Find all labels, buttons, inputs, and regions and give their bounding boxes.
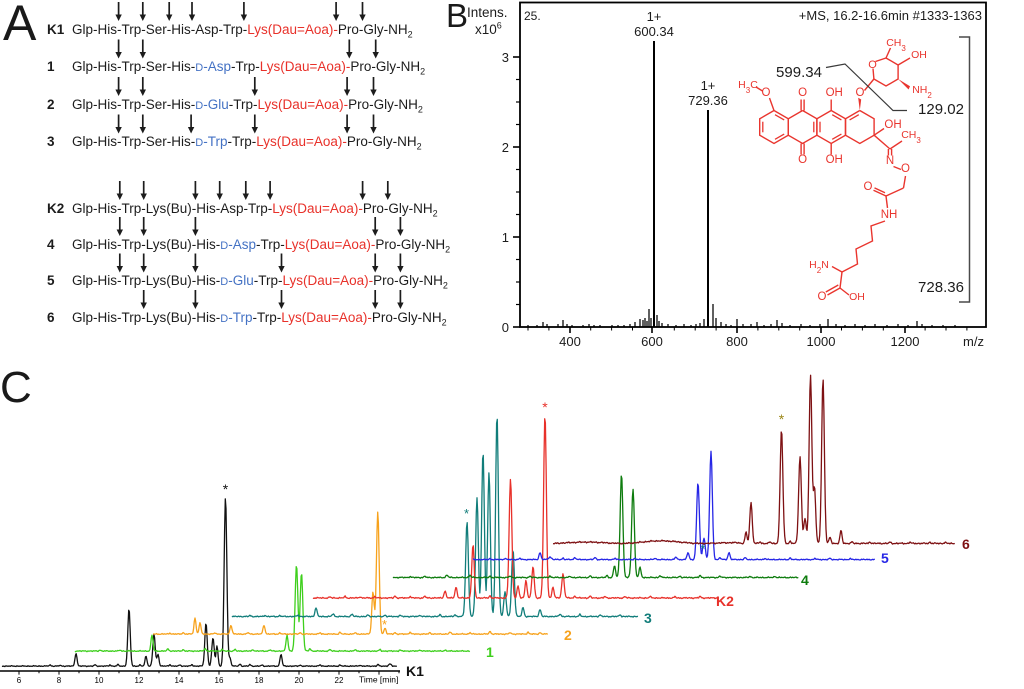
svg-text:0: 0 [502, 320, 509, 335]
svg-text:2: 2 [502, 140, 509, 155]
svg-text:OH: OH [911, 49, 927, 61]
svg-text:OH: OH [826, 154, 843, 166]
svg-text:*: * [779, 411, 785, 427]
svg-text:N: N [886, 155, 894, 167]
svg-text:O: O [762, 87, 771, 99]
svg-text:18: 18 [255, 676, 264, 685]
svg-text:2: 2 [564, 627, 572, 643]
svg-text:400: 400 [559, 334, 581, 349]
svg-text:1200: 1200 [891, 334, 920, 349]
svg-text:22: 22 [335, 676, 344, 685]
svg-text:O: O [798, 154, 807, 166]
svg-text:O: O [798, 87, 807, 99]
svg-text:1: 1 [502, 230, 509, 245]
svg-text:5: 5 [881, 550, 889, 566]
svg-text:O: O [901, 163, 910, 175]
svg-text:4: 4 [801, 572, 809, 588]
svg-text:CH3: CH3 [901, 129, 921, 145]
svg-text:O: O [868, 59, 877, 71]
svg-text:1+: 1+ [701, 78, 716, 93]
svg-text:1: 1 [486, 644, 494, 660]
svg-text:H3C: H3C [738, 79, 758, 95]
svg-text:K2: K2 [716, 593, 734, 609]
svg-text:*: * [382, 617, 387, 632]
svg-text:800: 800 [726, 334, 748, 349]
svg-text:16: 16 [215, 676, 224, 685]
svg-text:O: O [818, 291, 827, 303]
svg-text:129.02: 129.02 [918, 101, 964, 118]
svg-text:*: * [464, 506, 469, 521]
svg-text:20: 20 [295, 676, 304, 685]
svg-text:*: * [701, 542, 706, 556]
svg-text:3: 3 [502, 50, 509, 65]
svg-text:1000: 1000 [807, 334, 836, 349]
svg-text:25.: 25. [524, 9, 541, 23]
svg-text:m/z: m/z [963, 334, 984, 349]
svg-text:NH2: NH2 [912, 84, 932, 100]
svg-text:O: O [856, 87, 865, 99]
svg-text:CH3: CH3 [886, 37, 906, 53]
svg-text:600.34: 600.34 [634, 24, 674, 39]
svg-text:OH: OH [826, 87, 843, 99]
svg-text:728.36: 728.36 [918, 279, 964, 296]
svg-text:OH: OH [884, 119, 901, 131]
svg-text:729.36: 729.36 [688, 93, 728, 108]
svg-text:8: 8 [57, 676, 62, 685]
svg-text:Time [min]: Time [min] [359, 675, 398, 685]
svg-text:*: * [542, 399, 548, 415]
svg-text:6: 6 [962, 536, 970, 552]
svg-text:H2N: H2N [809, 259, 829, 275]
svg-text:600: 600 [641, 334, 663, 349]
svg-text:14: 14 [175, 676, 184, 685]
svg-text:*: * [223, 481, 229, 497]
svg-text:OH: OH [849, 291, 865, 303]
svg-text:10: 10 [95, 676, 104, 685]
svg-text:1+: 1+ [647, 9, 662, 24]
svg-text:O: O [864, 181, 873, 193]
svg-text:599.34: 599.34 [776, 64, 822, 81]
svg-text:K1: K1 [406, 663, 424, 679]
svg-text:12: 12 [135, 676, 144, 685]
svg-text:+MS, 16.2-16.6min #1333-1363: +MS, 16.2-16.6min #1333-1363 [799, 8, 982, 23]
svg-text:3: 3 [644, 610, 652, 626]
svg-text:NH: NH [881, 209, 898, 221]
svg-text:6: 6 [17, 676, 22, 685]
